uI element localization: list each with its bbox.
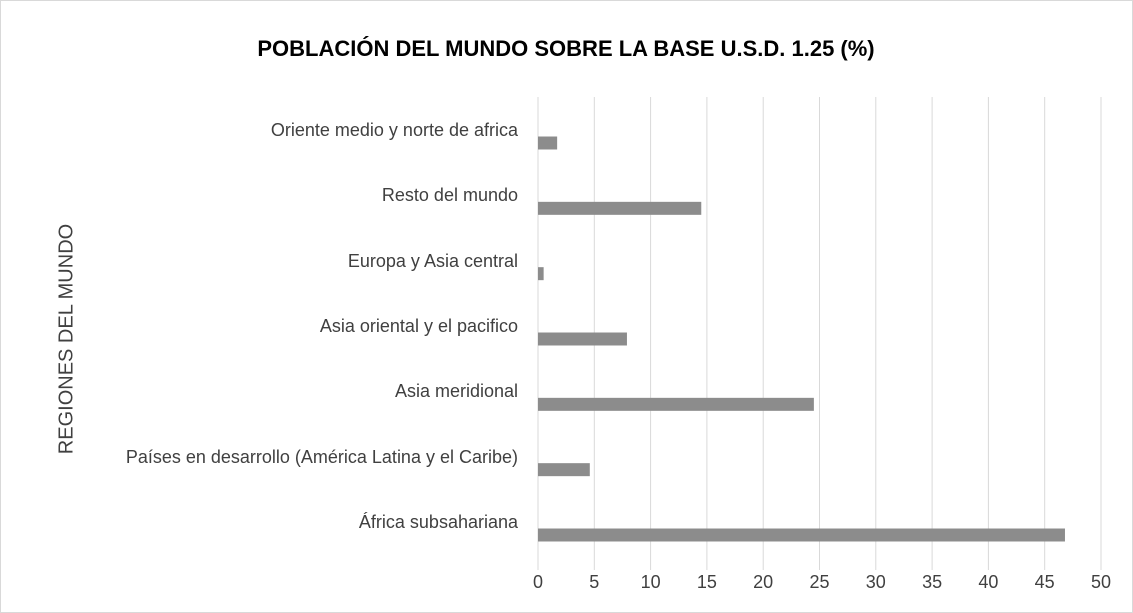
bar — [538, 397, 814, 411]
category-label-wrap: Europa y Asia central — [60, 204, 518, 274]
category-label-box: Asia meridional — [60, 334, 518, 404]
bar — [538, 201, 702, 215]
category-label-wrap: Países en desarrollo (América Latina y e… — [60, 400, 518, 470]
category-label-wrap: África subsahariana — [60, 465, 518, 535]
bar — [538, 463, 590, 477]
chart-title: POBLACIÓN DEL MUNDO SOBRE LA BASE U.S.D.… — [257, 36, 874, 61]
category-label-box: Oriente medio y norte de africa — [60, 73, 518, 143]
x-tick-label: 5 — [589, 572, 599, 592]
x-tick-label: 45 — [1035, 572, 1055, 592]
bar — [538, 332, 627, 346]
y-tick-label: Resto del mundo — [381, 185, 518, 206]
y-tick-label: Europa y Asia central — [347, 250, 518, 271]
category-label-box: África subsahariana — [60, 465, 518, 535]
x-tick-label: 20 — [753, 572, 773, 592]
x-tick-label: 0 — [533, 572, 543, 592]
bar — [538, 528, 1065, 542]
x-tick-label: 30 — [866, 572, 886, 592]
x-tick-label: 40 — [978, 572, 998, 592]
y-tick-label: Oriente medio y norte de africa — [270, 120, 518, 140]
category-label-box: Asia oriental y el pacifico — [60, 269, 518, 339]
category-label-box: Europa y Asia central — [60, 204, 518, 274]
category-label-box: Resto del mundo — [60, 138, 518, 208]
y-tick-label: Países en desarrollo (América Latina y e… — [125, 446, 518, 467]
y-axis-title: REGIONES DEL MUNDO — [55, 224, 77, 454]
x-tick-label: 35 — [922, 572, 942, 592]
y-tick-label: Asia oriental y el pacifico — [319, 316, 518, 336]
category-label-wrap: Resto del mundo — [60, 138, 518, 208]
x-tick-label: 10 — [641, 572, 661, 592]
x-tick-label: 50 — [1091, 572, 1111, 592]
category-label-wrap: Oriente medio y norte de africa — [60, 73, 518, 143]
category-label-box: Países en desarrollo (América Latina y e… — [60, 400, 518, 470]
bar — [538, 136, 558, 150]
x-tick-label: 15 — [697, 572, 717, 592]
category-label-wrap: Asia oriental y el pacifico — [60, 269, 518, 339]
x-tick-label: 25 — [809, 572, 829, 592]
y-tick-label: Asia meridional — [394, 381, 518, 402]
category-label-wrap: Asia meridional — [60, 334, 518, 404]
y-tick-label: África subsahariana — [358, 512, 518, 532]
bar — [538, 267, 544, 281]
